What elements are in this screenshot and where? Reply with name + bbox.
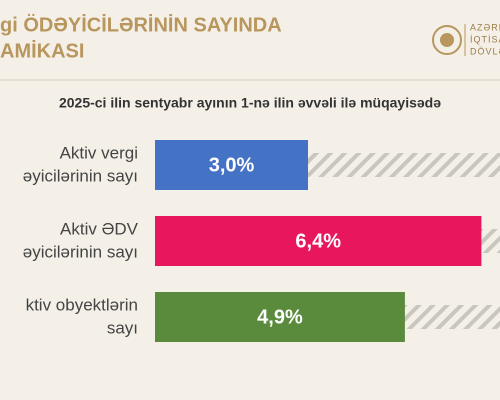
subtitle: 2025-ci ilin sentyabr ayının 1-nə ilin ə… [59, 95, 441, 111]
logo-text: İQTİSAD [470, 34, 500, 44]
title-line: gi ÖDƏYİCİLƏRİNİN SAYINDA [0, 13, 282, 36]
logo-emblem [440, 33, 454, 47]
logo-emblem [432, 25, 462, 55]
value-label: 3,0% [209, 154, 255, 176]
logo-text: AZƏRBA [470, 22, 500, 32]
category-label: əyicilərinin sayı [23, 242, 138, 261]
bar [155, 140, 308, 190]
category-label: ktiv obyektlərin [26, 295, 138, 314]
bar [155, 292, 405, 342]
title-line: AMİKASI [0, 39, 84, 62]
value-label: 4,9% [257, 306, 303, 328]
category-label: Aktiv ƏDV [60, 219, 139, 238]
value-label: 6,4% [295, 230, 341, 252]
category-label: əyicilərinin sayı [23, 166, 138, 185]
category-label: Aktiv vergi [60, 143, 138, 162]
category-label: sayı [107, 318, 138, 337]
bar [155, 216, 482, 266]
logo-text: DÖVLƏT [470, 46, 500, 56]
